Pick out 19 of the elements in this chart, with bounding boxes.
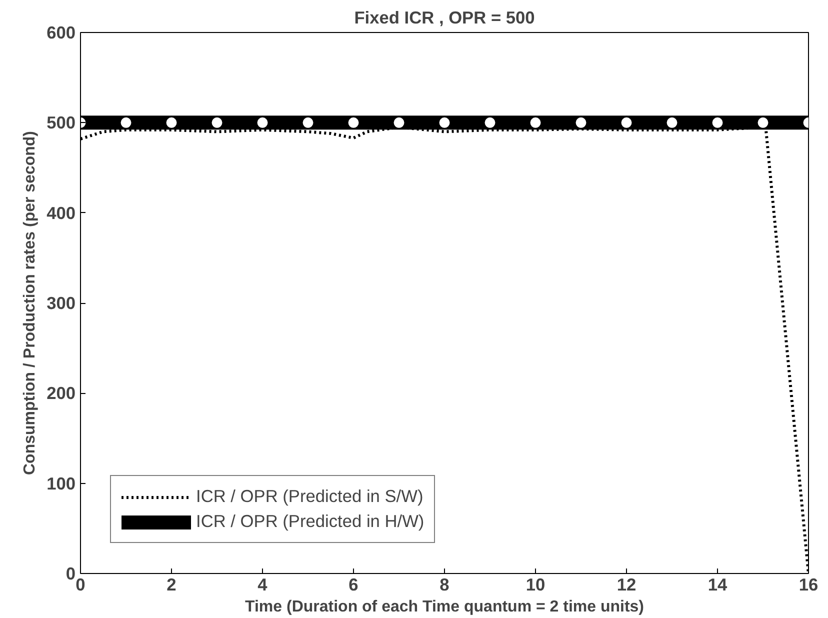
x-tick-label: 10: [526, 574, 546, 594]
y-tick-label: 400: [46, 202, 76, 223]
chart-title: Fixed ICR , OPR = 500: [354, 8, 535, 28]
y-axis-title: Consumption / Production rates (per second): [22, 130, 39, 476]
y-tick-label: 200: [46, 383, 76, 404]
y-tick-label: 300: [46, 293, 76, 313]
x-tick-label: 8: [440, 574, 450, 594]
y-tick-label: 600: [46, 22, 76, 42]
x-tick-label: 2: [166, 574, 176, 594]
legend-label: ICR / OPR (Predicted in S/W): [196, 486, 424, 507]
x-tick-label: 12: [616, 574, 636, 594]
x-tick-label: 14: [708, 574, 728, 594]
x-tick-label: 6: [348, 574, 359, 594]
y-tick-label: 500: [46, 112, 76, 133]
x-axis-title: Time (Duration of each Time quantum = 2 time units): [244, 598, 644, 616]
x-tick-label: 16: [798, 574, 818, 594]
y-tick-label: 100: [46, 473, 76, 494]
legend-label: ICR / OPR (Predicted in H/W): [196, 511, 424, 532]
x-tick-label: 4: [258, 574, 268, 594]
